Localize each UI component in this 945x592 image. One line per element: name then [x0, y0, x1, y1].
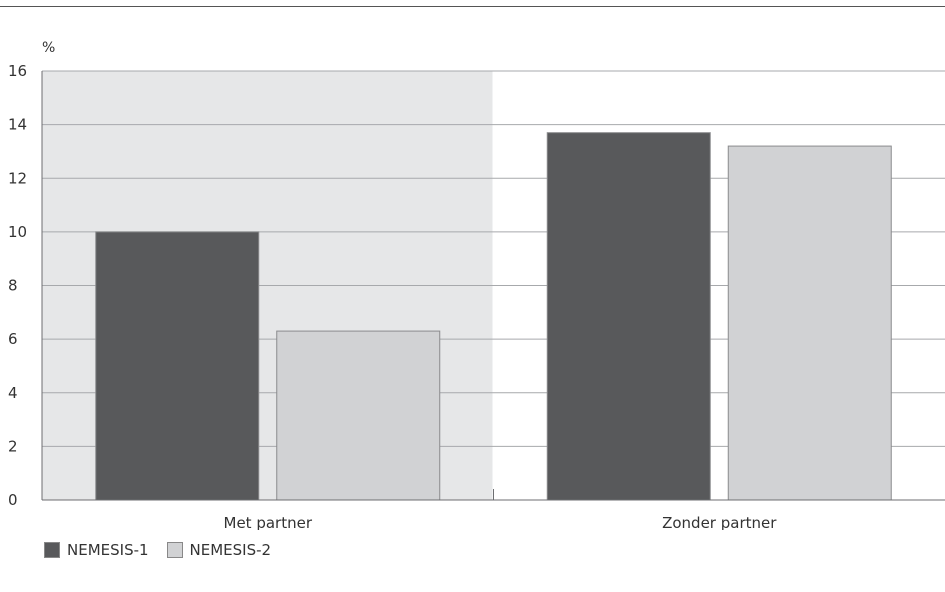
- bar-2-1: [276, 330, 441, 501]
- y-tick-label-4: 4: [8, 384, 18, 402]
- y-tick-label-6: 6: [8, 330, 18, 348]
- bar-1-2: [546, 132, 711, 501]
- bar-chart: 0 2 4 6 8 10 12 14 16 Met partner Zonder partner %: [8, 40, 945, 530]
- legend-item-2: NEMESIS-2: [166, 541, 272, 559]
- legend: NEMESIS-1 NEMESIS-2: [44, 541, 271, 559]
- legend-swatch-2: [166, 542, 183, 558]
- bar-2-2: [727, 145, 892, 501]
- labels: 0 2 4 6 8 10 12 14 16 Met partner Zonder partner: [8, 62, 777, 530]
- top-rule: [0, 6, 945, 7]
- x-category-label-1: Met partner: [224, 514, 313, 530]
- y-unit-label: %: [42, 40, 55, 56]
- legend-label-2: NEMESIS-2: [189, 541, 272, 559]
- y-tick-label-0: 0: [8, 491, 18, 509]
- y-tick-label-12: 12: [8, 169, 27, 187]
- y-tick-label-10: 10: [8, 223, 27, 241]
- y-tick-label-8: 8: [8, 277, 18, 295]
- legend-label-1: NEMESIS-1: [67, 541, 149, 559]
- bar-1-1: [95, 231, 260, 501]
- legend-item-1: NEMESIS-1: [44, 541, 149, 559]
- axes: [41, 71, 945, 501]
- y-tick-label-2: 2: [8, 437, 18, 455]
- bars: [95, 132, 892, 501]
- legend-swatch-1: [44, 542, 60, 558]
- y-tick-label-16: 16: [8, 62, 27, 80]
- x-category-label-2: Zonder partner: [662, 514, 777, 530]
- y-tick-label-14: 14: [8, 116, 27, 134]
